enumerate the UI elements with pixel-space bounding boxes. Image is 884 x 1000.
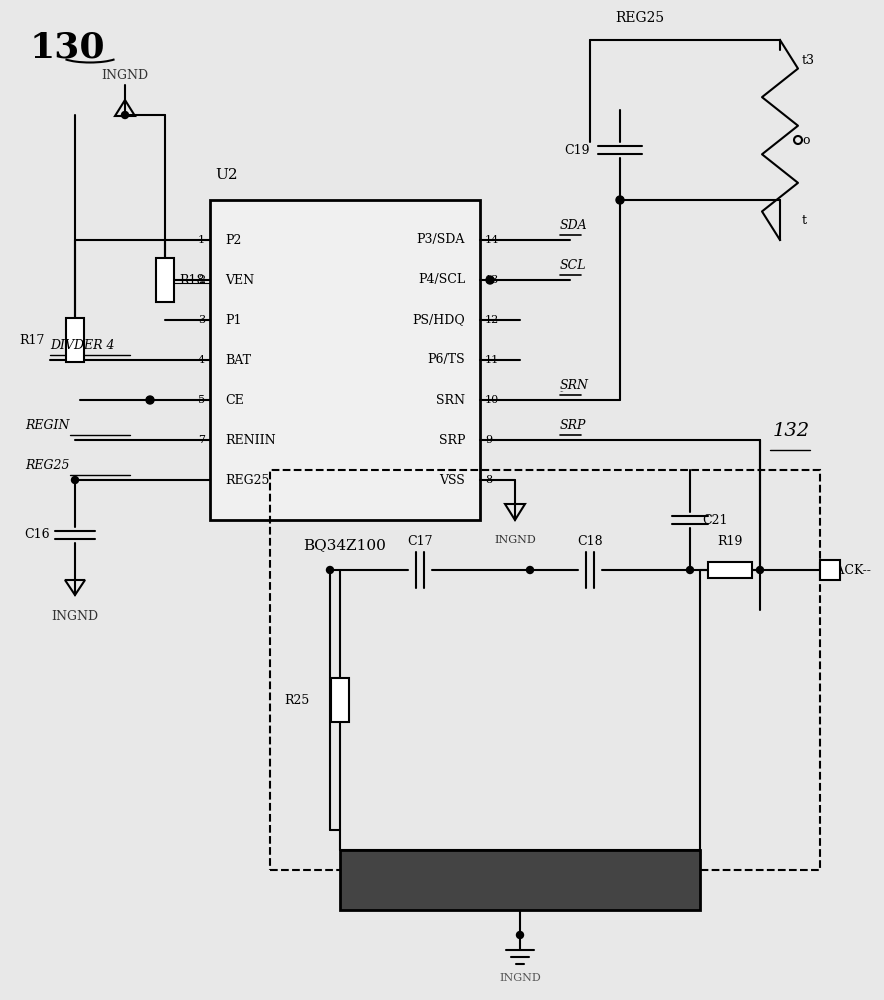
Text: CE: CE [225, 393, 244, 406]
Circle shape [486, 276, 494, 284]
Text: SRN: SRN [436, 393, 465, 406]
Text: INGND: INGND [51, 610, 98, 623]
Text: 7: 7 [198, 435, 205, 445]
Circle shape [516, 932, 523, 938]
Text: C16: C16 [25, 528, 50, 542]
Text: PACK--: PACK-- [828, 564, 871, 576]
Text: SDA: SDA [560, 219, 588, 232]
Text: C17: C17 [408, 535, 433, 548]
Text: SRP: SRP [560, 419, 586, 432]
Circle shape [326, 566, 333, 574]
Text: REG25: REG25 [225, 474, 270, 487]
Text: BAT: BAT [225, 354, 251, 366]
Text: t3: t3 [802, 53, 815, 66]
Text: 2: 2 [198, 275, 205, 285]
Text: 132: 132 [773, 422, 810, 440]
Circle shape [72, 477, 79, 484]
Text: SRN: SRN [560, 379, 589, 392]
Text: 4: 4 [198, 355, 205, 365]
Text: 1: 1 [198, 235, 205, 245]
Text: INGND: INGND [102, 69, 149, 82]
Circle shape [527, 566, 534, 574]
Bar [340, 850, 700, 910]
Text: 5: 5 [198, 395, 205, 405]
Bar [210, 200, 480, 520]
Text: P1: P1 [225, 314, 241, 326]
Text: 14: 14 [485, 235, 499, 245]
Text: PS/HDQ: PS/HDQ [412, 314, 465, 326]
Text: INGN: INGN [560, 391, 564, 392]
Text: 3: 3 [198, 315, 205, 325]
Text: R18: R18 [179, 273, 204, 286]
Bar [156, 258, 174, 302]
Text: INGND: INGND [494, 535, 536, 545]
Text: C19: C19 [565, 143, 590, 156]
Text: VSS: VSS [439, 474, 465, 487]
Text: R25: R25 [285, 694, 310, 706]
Circle shape [687, 566, 694, 574]
Text: REG25: REG25 [26, 459, 70, 472]
Text: 12: 12 [485, 315, 499, 325]
Text: VEN: VEN [225, 273, 254, 286]
Text: P3/SDA: P3/SDA [416, 233, 465, 246]
Circle shape [121, 111, 128, 118]
Bar [270, 470, 820, 870]
Text: RENIIN: RENIIN [225, 434, 276, 446]
Text: 8: 8 [485, 475, 492, 485]
Text: U2: U2 [215, 168, 238, 182]
Text: 10: 10 [485, 395, 499, 405]
Bar [331, 678, 349, 722]
Text: R17: R17 [19, 334, 45, 347]
Text: INGND: INGND [499, 973, 541, 983]
Text: REG25: REG25 [615, 11, 665, 25]
Text: 130: 130 [30, 30, 105, 64]
Bar [66, 318, 84, 362]
Bar [820, 560, 840, 580]
Text: C21: C21 [702, 514, 728, 526]
Text: R19: R19 [717, 535, 743, 548]
Text: 9: 9 [485, 435, 492, 445]
Text: SCL: SCL [560, 259, 586, 272]
Text: DIVDER 4: DIVDER 4 [50, 339, 115, 352]
Text: P2: P2 [225, 233, 241, 246]
Text: 11: 11 [485, 355, 499, 365]
Text: o: o [802, 133, 810, 146]
Bar [708, 562, 752, 578]
Text: REGIN: REGIN [26, 419, 70, 432]
Text: P4/SCL: P4/SCL [418, 273, 465, 286]
Text: P6/TS: P6/TS [427, 354, 465, 366]
Text: BQ34Z100: BQ34Z100 [303, 538, 386, 552]
Text: t: t [802, 214, 807, 227]
Circle shape [616, 196, 624, 204]
Circle shape [757, 566, 764, 574]
Text: C18: C18 [577, 535, 603, 548]
Text: SRP: SRP [438, 434, 465, 446]
Circle shape [146, 396, 154, 404]
Text: 13: 13 [485, 275, 499, 285]
